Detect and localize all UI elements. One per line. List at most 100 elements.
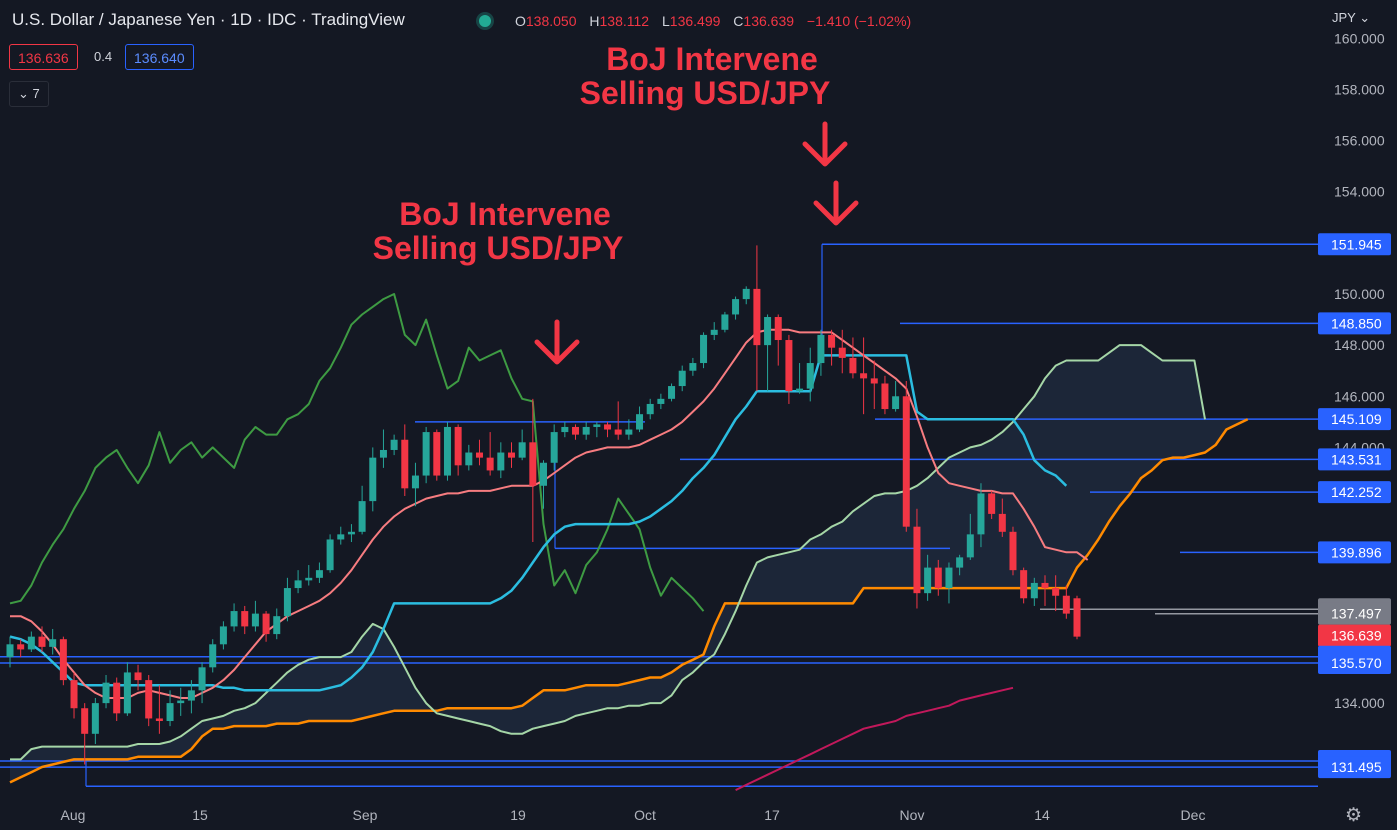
candle-body [849, 357, 857, 374]
candle-body [828, 334, 836, 348]
candle-body [411, 475, 419, 489]
change-value: −1.410 (−1.02%) [806, 13, 912, 29]
candle-body [806, 363, 814, 389]
sell-price-button[interactable]: 136.636 [9, 44, 78, 70]
price-level-label: 139.896 [1331, 544, 1382, 560]
candle-body [1052, 588, 1060, 596]
low-label: L [661, 13, 670, 29]
candle-body [956, 557, 964, 568]
candle-body [241, 611, 249, 627]
x-tick-label: 15 [192, 807, 208, 823]
candle-body [113, 682, 121, 714]
ohlc-readout: O138.050 H138.112 L136.499 C136.639 −1.4… [515, 13, 911, 29]
candle-body [38, 636, 46, 647]
candle-body [475, 452, 483, 458]
buy-price-button[interactable]: 136.640 [125, 44, 194, 70]
y-tick-label: 148.000 [1334, 337, 1385, 353]
currency-label: JPY [1332, 10, 1356, 25]
price-level-label: 135.570 [1331, 655, 1382, 671]
spanB-line [9, 418, 1249, 784]
price-level-badge [1318, 481, 1391, 504]
candle-body [689, 363, 697, 371]
candle-body [1009, 531, 1017, 571]
cloud-fill [10, 345, 1248, 783]
candle-body [59, 639, 67, 681]
candle-body [774, 317, 782, 341]
candle-body [422, 432, 430, 476]
price-level-badge [1318, 312, 1391, 335]
candle-body [1020, 570, 1028, 599]
candle-body [465, 452, 473, 466]
spread-value: 0.4 [94, 49, 113, 64]
close-value: 136.639 [743, 13, 795, 29]
candle-body [155, 718, 163, 722]
candle-body [838, 347, 846, 358]
candle-body [486, 457, 494, 471]
x-tick-label: Sep [353, 807, 378, 823]
x-tick-label: 17 [764, 807, 780, 823]
candle-body [379, 449, 387, 458]
candle-body [529, 442, 537, 486]
candle-body [678, 370, 686, 387]
candle-body [337, 534, 345, 540]
candle-body [550, 432, 558, 463]
price-level-label: 136.639 [1331, 628, 1382, 644]
gear-icon[interactable]: ⚙ [1345, 805, 1363, 826]
market-status-icon[interactable] [479, 15, 491, 27]
time-axis: Aug 15 Sep 19 Oct 17 Nov 14 Dec [61, 807, 1206, 823]
candle-body [924, 567, 932, 594]
chevron-down-icon: ⌄ [1359, 10, 1371, 25]
candle-body [518, 442, 526, 458]
price-level-label: 151.945 [1331, 236, 1382, 252]
indicators-toggle[interactable]: ⌄ 7 [9, 81, 49, 107]
candle-body [998, 513, 1006, 532]
candle-body [6, 644, 14, 658]
y-tick-label: 134.000 [1334, 695, 1385, 711]
y-tick-label: 156.000 [1334, 133, 1385, 149]
candle-body [273, 616, 281, 635]
price-axis: 160.000 158.000 156.000 154.000 150.000 148.0… [1318, 30, 1391, 779]
candle-body [497, 452, 505, 471]
x-tick-label: Aug [61, 807, 86, 823]
high-label: H [589, 13, 600, 29]
candle-body [27, 636, 35, 650]
candle-body [1062, 595, 1070, 614]
candle-body [443, 426, 451, 476]
base-line [9, 354, 1068, 692]
open-label: O [515, 13, 526, 29]
candle-body [668, 386, 676, 399]
candle-body [860, 373, 868, 379]
x-tick-label: 14 [1034, 807, 1050, 823]
candle-body [262, 613, 270, 635]
candle-body [198, 667, 206, 691]
candle-body [390, 439, 398, 450]
ichimoku-cloud [10, 345, 1248, 783]
candle-body [817, 334, 825, 364]
candle-body [369, 457, 377, 502]
candle-body [134, 672, 142, 681]
candle-body [166, 703, 174, 722]
candle-body [49, 639, 57, 647]
candle-body [977, 493, 985, 535]
candle-body [177, 700, 185, 704]
candle-body [742, 288, 750, 300]
candle-body [593, 424, 601, 427]
candle-body [294, 580, 302, 589]
candle-body [433, 432, 441, 476]
candle-body [934, 567, 942, 589]
x-tick-label: Oct [634, 807, 656, 823]
y-tick-label: 154.000 [1334, 184, 1385, 200]
down-arrow-icon [813, 180, 859, 226]
price-level-badge [1318, 233, 1391, 256]
down-arrow-icon [534, 319, 580, 365]
candle-body [326, 539, 334, 571]
indicator-lines [9, 293, 1249, 791]
currency-selector[interactable]: JPY ⌄ [1332, 10, 1370, 26]
price-level-label: 142.252 [1331, 484, 1382, 500]
candle-body [764, 317, 772, 346]
candle-body [305, 577, 313, 581]
candle-body [966, 534, 974, 558]
candle-body [1073, 598, 1081, 637]
candle-body [582, 426, 590, 435]
